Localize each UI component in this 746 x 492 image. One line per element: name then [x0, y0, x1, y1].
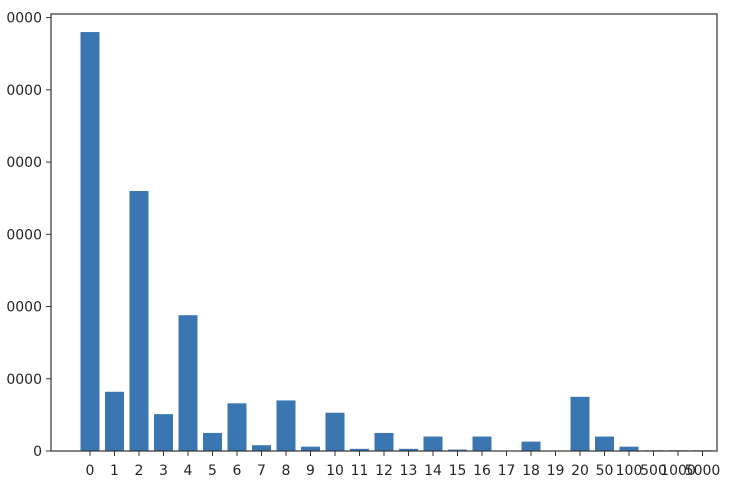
bar-5 — [203, 432, 222, 451]
bar-4 — [178, 315, 198, 451]
bar-6 — [227, 403, 247, 451]
x-tick-label: 9 — [306, 463, 315, 479]
x-tick-label: 19 — [547, 463, 565, 479]
y-tick-label: 0000 — [6, 83, 42, 99]
bar-7 — [252, 445, 271, 451]
y-tick-label: 0000 — [6, 300, 42, 316]
x-tick-label: 3 — [159, 463, 168, 479]
x-tick-label: 11 — [351, 463, 369, 479]
x-axis: 0 1 2 3 4 5 6 7 8 9 10 11 12 13 14 15 16 17 18 19 20 50 100500… — [86, 451, 721, 479]
bar-0 — [80, 32, 100, 452]
x-tick-label: 5000 — [685, 463, 721, 479]
bar-20 — [570, 396, 590, 451]
bar-10 — [325, 412, 345, 451]
x-tick-label: 17 — [498, 463, 516, 479]
x-tick-label: 20 — [571, 463, 589, 479]
x-tick-label: 100 — [616, 463, 643, 479]
x-tick-label: 12 — [375, 463, 393, 479]
bar-1 — [105, 391, 124, 451]
y-tick-label: 0000 — [6, 227, 42, 243]
x-tick-label: 6 — [233, 463, 242, 479]
bar-15 — [448, 449, 467, 451]
bar-16 — [472, 436, 492, 451]
bar-9 — [301, 446, 320, 451]
y-tick-label: 0000 — [6, 155, 42, 171]
x-tick-label: 5 — [208, 463, 217, 479]
x-tick-label: 8 — [282, 463, 291, 479]
y-tick-label: 0000 — [6, 11, 42, 27]
y-tick-label: 0000 — [6, 372, 42, 388]
x-tick-label: 50 — [596, 463, 614, 479]
plot-frame — [50, 13, 718, 452]
x-tick-label: 1000 — [660, 463, 696, 479]
bar-12 — [374, 432, 394, 451]
bar-2 — [129, 190, 149, 451]
x-tick-label: 10 — [326, 463, 344, 479]
bar-8 — [276, 400, 296, 451]
bar-3 — [154, 414, 173, 451]
x-tick-label: 15 — [449, 463, 467, 479]
x-tick-label: 7 — [257, 463, 266, 479]
x-tick-label: 13 — [400, 463, 418, 479]
x-tick-label: 4 — [184, 463, 193, 479]
bar-11 — [350, 448, 369, 451]
x-tick-label: 14 — [424, 463, 442, 479]
bar-50 — [595, 436, 614, 451]
bars-group — [80, 32, 712, 452]
x-tick-label: 0 — [86, 463, 95, 479]
x-tick-label: 1 — [110, 463, 119, 479]
x-tick-label: 2 — [135, 463, 144, 479]
bar-100 — [619, 446, 639, 451]
bar-14 — [423, 436, 443, 451]
y-tick-label: 0 — [33, 444, 42, 460]
x-tick-label: 500 — [640, 463, 667, 479]
x-tick-label: 16 — [473, 463, 491, 479]
x-tick-label: 18 — [522, 463, 540, 479]
bar-18 — [521, 441, 541, 451]
bar-13 — [399, 448, 418, 451]
